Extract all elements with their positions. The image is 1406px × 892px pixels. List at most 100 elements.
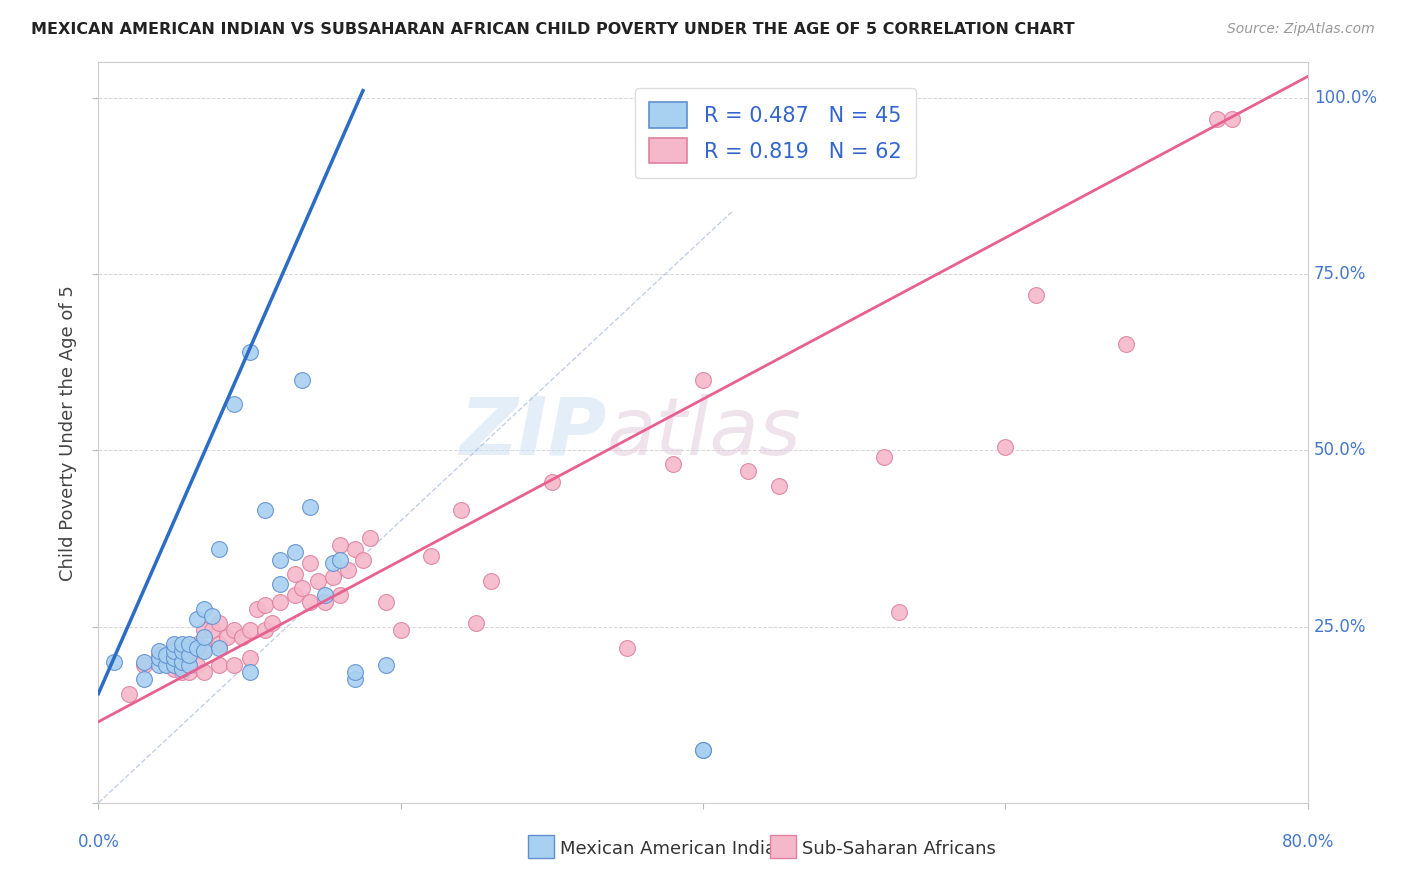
Point <box>201 609 224 624</box>
Point <box>132 655 155 669</box>
Point <box>269 577 291 591</box>
Point <box>163 637 186 651</box>
Point <box>118 686 141 700</box>
Point <box>253 623 276 637</box>
Text: 0.0%: 0.0% <box>77 833 120 851</box>
Point <box>239 651 262 665</box>
Point <box>170 655 193 669</box>
Point <box>314 588 336 602</box>
Point <box>994 440 1017 454</box>
Point <box>193 630 215 644</box>
Point <box>352 552 374 566</box>
Point <box>155 648 177 662</box>
Point <box>661 458 683 472</box>
Point <box>186 612 208 626</box>
Text: Sub-Saharan Africans: Sub-Saharan Africans <box>803 840 995 858</box>
Point <box>170 644 193 658</box>
Point <box>374 658 396 673</box>
Point <box>707 112 730 126</box>
Point <box>465 615 488 630</box>
Point <box>193 665 215 680</box>
Point <box>344 665 367 680</box>
Point <box>208 658 231 673</box>
Point <box>450 503 472 517</box>
Point <box>186 637 208 651</box>
Text: ZIP: ZIP <box>458 393 606 472</box>
Point <box>299 556 322 570</box>
Text: 50.0%: 50.0% <box>1313 442 1367 459</box>
Point <box>186 658 208 673</box>
Bar <box>769 835 796 858</box>
Point <box>193 623 215 637</box>
Point <box>322 570 344 584</box>
Point <box>253 599 276 613</box>
Point <box>344 673 367 687</box>
Point <box>336 563 359 577</box>
Point <box>540 475 562 489</box>
Point <box>231 630 253 644</box>
Point <box>291 581 314 595</box>
Point <box>284 566 307 581</box>
Text: 100.0%: 100.0% <box>1313 88 1376 107</box>
Point <box>163 640 186 655</box>
Point <box>1206 112 1229 126</box>
Point <box>179 665 201 680</box>
Point <box>148 651 170 665</box>
Point <box>132 658 155 673</box>
Point <box>299 595 322 609</box>
Point <box>1024 288 1046 302</box>
Point <box>481 574 503 588</box>
Point <box>284 588 307 602</box>
Y-axis label: Child Poverty Under the Age of 5: Child Poverty Under the Age of 5 <box>59 285 77 581</box>
Point <box>692 743 714 757</box>
Point <box>170 662 193 676</box>
Point <box>692 373 714 387</box>
Point <box>170 665 193 680</box>
Point <box>148 644 170 658</box>
Point <box>768 478 790 492</box>
Point <box>737 464 759 478</box>
Point <box>208 541 231 556</box>
Text: MEXICAN AMERICAN INDIAN VS SUBSAHARAN AFRICAN CHILD POVERTY UNDER THE AGE OF 5 C: MEXICAN AMERICAN INDIAN VS SUBSAHARAN AF… <box>31 22 1074 37</box>
Point <box>291 373 314 387</box>
Point <box>269 552 291 566</box>
Text: Mexican American Indians: Mexican American Indians <box>561 840 797 858</box>
Point <box>148 648 170 662</box>
Point <box>201 623 224 637</box>
Point <box>163 644 186 658</box>
Point <box>208 637 231 651</box>
Text: Source: ZipAtlas.com: Source: ZipAtlas.com <box>1227 22 1375 37</box>
Point <box>193 640 215 655</box>
Point <box>692 743 714 757</box>
Point <box>215 630 238 644</box>
Bar <box>527 835 554 858</box>
Point <box>329 538 352 552</box>
Point <box>132 673 155 687</box>
Point <box>360 532 382 546</box>
Point <box>239 665 262 680</box>
Point <box>170 644 193 658</box>
Point <box>889 606 911 620</box>
Point <box>179 648 201 662</box>
Point <box>179 648 201 662</box>
Text: 25.0%: 25.0% <box>1313 617 1367 635</box>
Legend: R = 0.487   N = 45, R = 0.819   N = 62: R = 0.487 N = 45, R = 0.819 N = 62 <box>636 87 915 178</box>
Point <box>873 450 896 465</box>
Text: 80.0%: 80.0% <box>1281 833 1334 851</box>
Point <box>224 623 246 637</box>
Point <box>374 595 396 609</box>
Point <box>269 595 291 609</box>
Point <box>1115 337 1137 351</box>
Point <box>239 623 262 637</box>
Point <box>155 658 177 673</box>
Point <box>193 602 215 616</box>
Point <box>239 344 262 359</box>
Point <box>329 552 352 566</box>
Point <box>262 615 284 630</box>
Point <box>163 662 186 676</box>
Point <box>284 545 307 559</box>
Point <box>389 623 412 637</box>
Point <box>179 658 201 673</box>
Point <box>148 658 170 673</box>
Point <box>186 640 208 655</box>
